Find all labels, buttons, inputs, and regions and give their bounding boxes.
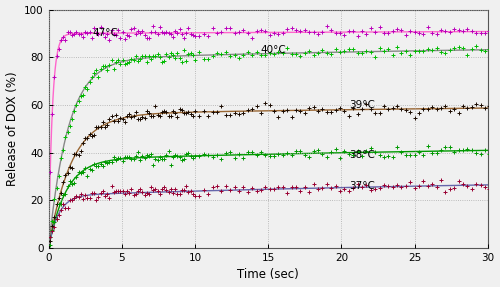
Text: 38°C: 38°C [349,150,374,160]
Text: 37°C: 37°C [349,181,374,191]
Y-axis label: Release of DOX (%): Release of DOX (%) [6,71,18,186]
Text: 39°C: 39°C [349,100,374,110]
Text: 40°C: 40°C [261,45,286,55]
Text: 47°C: 47°C [92,28,118,38]
X-axis label: Time (sec): Time (sec) [238,268,299,282]
